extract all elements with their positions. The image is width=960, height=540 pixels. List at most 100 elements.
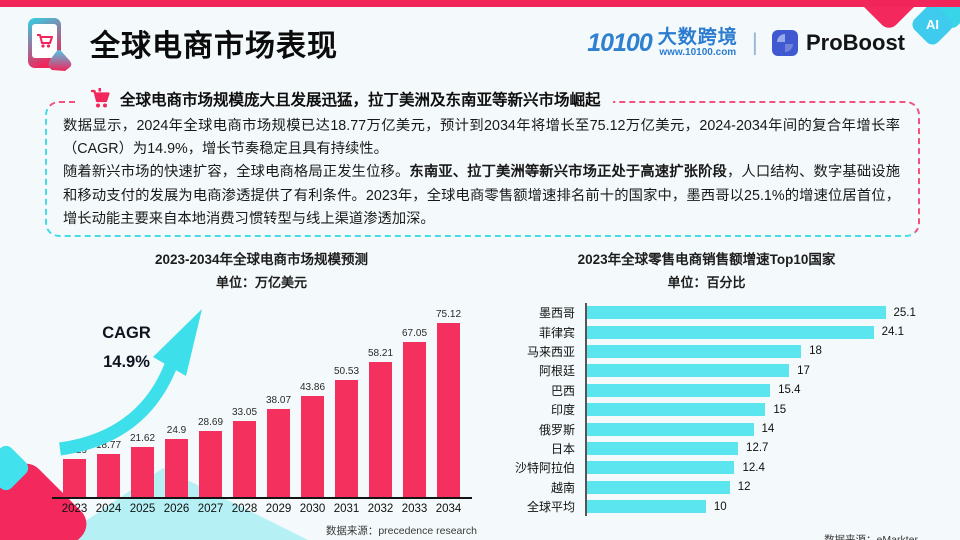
forecast-bar-group: 16.29 xyxy=(58,445,92,497)
bar-track: 24.1 xyxy=(585,322,920,342)
bar-value-label: 14 xyxy=(761,423,775,436)
country-label: 马来西亚 xyxy=(526,344,575,359)
top10-row: 马来西亚 18 xyxy=(493,341,920,362)
country-label: 日本 xyxy=(550,441,575,456)
bar-value-label: 18 xyxy=(809,345,822,358)
forecast-source: 数据来源：precedence research xyxy=(325,525,477,537)
forecast-bar-group: 75.12 xyxy=(432,309,466,497)
bar xyxy=(587,383,771,397)
bar xyxy=(403,341,426,497)
top10-plot: 墨西哥 25.1 菲律宾 24.1 马来西亚 18 阿根廷 17 巴西 15.4 印度 15 俄罗斯 14… xyxy=(493,303,920,517)
bar xyxy=(369,362,392,497)
top10-chart-unit: 单位：百分比 xyxy=(667,275,746,290)
proboost-name: ProBoost xyxy=(806,30,905,55)
country-label: 印度 xyxy=(550,403,575,418)
bar xyxy=(587,500,706,514)
p2-prefix: 随着新兴市场的快速扩容，全球电商格局正发生位移。 xyxy=(63,164,410,181)
bar xyxy=(131,447,154,497)
logo-text: 大数跨境 www.10100.com xyxy=(658,27,738,58)
forecast-bar-group: 18.77 xyxy=(92,440,126,497)
bar xyxy=(301,395,324,497)
logo-url: www.10100.com xyxy=(659,46,737,58)
country-label: 俄罗斯 xyxy=(538,422,575,437)
x-tick-label: 2025 xyxy=(129,503,156,515)
x-tick-label: 2027 xyxy=(197,503,224,515)
bar-track: 15.4 xyxy=(585,380,920,400)
top10-row: 日本 12.7 xyxy=(493,438,920,459)
x-tick-label: 2023 xyxy=(61,503,88,515)
charts-section: 2023-2034年全球电商市场规模预测 单位：万亿美元 CAGR 14.9% … xyxy=(0,240,960,540)
country-label: 全球平均 xyxy=(526,500,575,515)
bar xyxy=(587,422,754,436)
summary-paragraph-1: 数据显示，2024年全球电商市场规模已达18.77万亿美元，预计到2034年将增… xyxy=(63,118,900,158)
x-tick-label: 2028 xyxy=(231,503,258,515)
bar-value-label: 17 xyxy=(797,364,810,377)
bar xyxy=(267,409,290,497)
shopping-cart-icon xyxy=(91,88,110,108)
top10-row: 阿根廷 17 xyxy=(493,361,920,381)
growth-top10-chart: 2023年全球零售电商销售额增速Top10国家 单位：百分比 墨西哥 25.1 菲律… xyxy=(493,240,920,540)
country-label: 阿根廷 xyxy=(538,364,575,379)
country-label: 越南 xyxy=(550,480,575,495)
bar-track: 17 xyxy=(585,361,920,381)
bar xyxy=(587,325,874,339)
bar-value-label: 50.53 xyxy=(333,366,360,378)
summary-box: 全球电商市场规模庞大且发展迅猛，拉丁美洲及东南亚等新兴市场崛起 数据显示，202… xyxy=(45,88,920,237)
bar-value-label: 12.7 xyxy=(746,442,769,455)
brand-area: 10100 大数跨境 www.10100.com | ProBoost xyxy=(587,27,905,58)
summary-body: 数据显示，2024年全球电商市场规模已达18.77万亿美元，预计到2034年将增… xyxy=(47,103,918,231)
bar xyxy=(437,323,460,497)
bar xyxy=(587,441,739,455)
forecast-chart-title: 2023-2034年全球电商市场规模预测 xyxy=(154,252,369,267)
bar-value-label: 25.1 xyxy=(893,306,916,319)
bar-value-label: 75.12 xyxy=(435,309,462,321)
top-accent-bar xyxy=(0,0,960,7)
x-tick-label: 2032 xyxy=(367,503,394,515)
bar xyxy=(587,480,730,494)
country-label: 墨西哥 xyxy=(538,306,575,321)
x-tick-label: 2024 xyxy=(95,503,122,515)
country-label: 巴西 xyxy=(550,383,575,398)
summary-paragraph-2: 随着新兴市场的快速扩容，全球电商格局正发生位移。东南亚、拉丁美洲等新兴市场正处于… xyxy=(63,161,900,231)
bar-track: 14 xyxy=(585,419,920,439)
forecast-bar-group: 21.62 xyxy=(126,433,160,497)
top10-row: 俄罗斯 14 xyxy=(493,419,920,439)
forecast-bar-group: 67.05 xyxy=(398,328,432,497)
bar-value-label: 15.4 xyxy=(778,384,801,397)
country-label: 菲律宾 xyxy=(538,325,575,340)
summary-legend: 全球电商市场规模庞大且发展迅猛，拉丁美洲及东南亚等新兴市场崛起 xyxy=(77,88,613,110)
top10-row: 全球平均 10 xyxy=(493,496,920,517)
cagr-value: 14.9% xyxy=(103,352,150,371)
bar xyxy=(587,306,886,320)
x-tick-label: 2029 xyxy=(265,503,292,515)
bar-value-label: 24.1 xyxy=(881,326,904,339)
bar xyxy=(587,344,802,358)
bar-value-label: 18.77 xyxy=(95,439,122,451)
forecast-plot: CAGR 14.9% 16.29 18.77 21.62 24.9 28.69 33.05… xyxy=(51,299,472,499)
bar-value-label: 33.05 xyxy=(231,406,258,418)
forecast-bar-group: 24.9 xyxy=(160,425,194,497)
bar-value-label: 12.4 xyxy=(742,461,765,474)
bar-value-label: 58.21 xyxy=(367,348,394,360)
x-tick-label: 2034 xyxy=(435,503,462,515)
bar-value-label: 38.07 xyxy=(265,395,292,406)
bar-value-label: 67.05 xyxy=(401,327,428,339)
cagr-annotation: CAGR 14.9% xyxy=(82,319,172,377)
bar-value-label: 24.9 xyxy=(166,425,187,437)
forecast-bar-group: 28.69 xyxy=(194,417,228,497)
top10-row: 越南 12 xyxy=(493,477,920,497)
x-tick-label: 2026 xyxy=(163,503,190,515)
summary-heading: 全球电商市场规模庞大且发展迅猛，拉丁美洲及东南亚等新兴市场崛起 xyxy=(120,92,601,109)
phone-shopping-icon xyxy=(28,17,72,71)
forecast-bar-group: 38.07 xyxy=(262,395,296,497)
forecast-chart: 2023-2034年全球电商市场规模预测 单位：万亿美元 CAGR 14.9% … xyxy=(38,240,485,540)
bar xyxy=(587,403,766,417)
forecast-bar-group: 58.21 xyxy=(364,348,398,497)
bar xyxy=(335,380,358,497)
top10-row: 巴西 15.4 xyxy=(493,380,920,400)
bar xyxy=(233,420,256,497)
top10-row: 印度 15 xyxy=(493,399,920,420)
cagr-label: CAGR xyxy=(102,324,151,342)
country-label: 沙特阿拉伯 xyxy=(514,461,575,476)
p2-suffix: ，人口结构、数字基础设施和移动支付的发展为电商渗透提供了有利条件。2023年，全… xyxy=(63,164,901,227)
